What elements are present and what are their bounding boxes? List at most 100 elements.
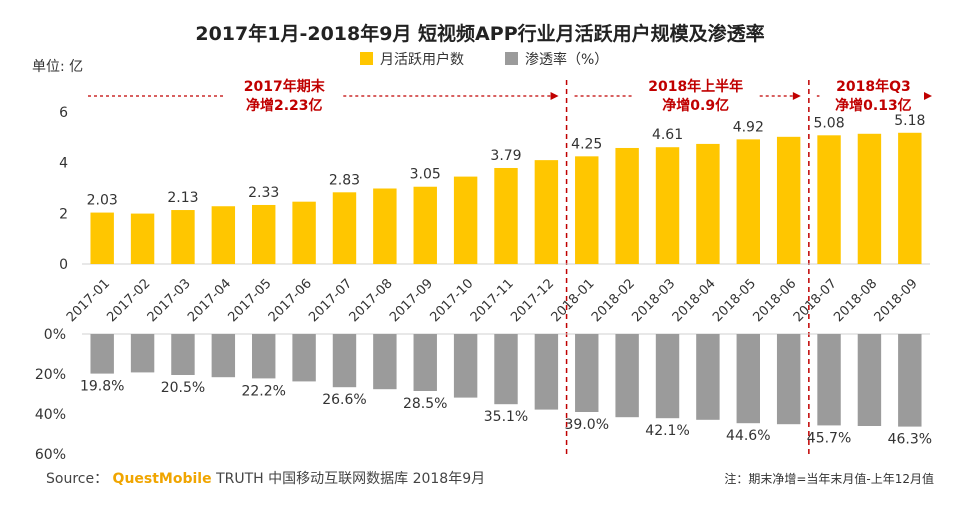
x-tick-label: 2018-07 xyxy=(791,276,840,325)
footnote: 注：期末净增=当年末月值-上年12月值 xyxy=(724,472,934,486)
penetration-bar-panel: 0% 20% 40% 60% 19.8% 20.5% 22.2% 26.6% 28.5% 35.1… xyxy=(35,327,932,463)
penetration-data-label: 39.0% xyxy=(565,417,609,433)
legend: 月活跃用户数 渗透率（%） xyxy=(360,51,608,68)
x-tick-label: 2017-09 xyxy=(387,276,436,325)
x-tick-label: 2017-01 xyxy=(64,276,113,325)
annotation-line1: 2018年上半年 xyxy=(648,78,743,95)
penetration-bar xyxy=(898,334,922,427)
x-tick-label: 2017-04 xyxy=(185,276,234,325)
penetration-data-label: 45.7% xyxy=(807,430,851,446)
x-tick-label: 2018-04 xyxy=(670,276,719,325)
arrow-head-icon xyxy=(792,92,801,100)
legend-label-penetration: 渗透率（%） xyxy=(525,51,608,68)
mau-bar xyxy=(817,135,841,264)
annotation-box xyxy=(229,74,340,114)
mau-bar xyxy=(534,160,559,264)
mau-data-label: 4.25 xyxy=(571,136,602,152)
penetration-bar xyxy=(655,334,680,419)
penetration-data-label: 44.6% xyxy=(726,428,770,444)
legend-label-mau: 月活跃用户数 xyxy=(380,51,464,68)
x-tick-label: 2017-07 xyxy=(306,276,355,325)
mau-data-label: 3.79 xyxy=(490,148,521,164)
source-brand: QuestMobile xyxy=(112,471,212,487)
mau-bar xyxy=(776,136,801,264)
annotation-line1: 2017年期末 xyxy=(244,78,326,95)
penetration-bar xyxy=(90,334,114,374)
y-tick-label: 60% xyxy=(35,447,66,463)
x-tick-label: 2017-05 xyxy=(226,276,275,325)
source-prefix: Source： xyxy=(46,471,109,487)
penetration-bar xyxy=(494,334,518,405)
penetration-data-label: 46.3% xyxy=(888,432,932,448)
mau-bar xyxy=(655,147,680,264)
mau-data-label: 2.03 xyxy=(87,193,118,209)
penetration-bar xyxy=(696,334,720,420)
annotation-line1: 2018年Q3 xyxy=(836,78,911,95)
mau-bar xyxy=(171,210,195,264)
penetration-data-label: 35.1% xyxy=(484,409,528,425)
mau-bar xyxy=(332,192,357,264)
penetration-bar xyxy=(292,334,316,382)
penetration-data-label: 42.1% xyxy=(645,423,689,439)
y-tick-label: 6 xyxy=(59,105,68,121)
x-tick-label: 2018-03 xyxy=(629,276,678,325)
mau-data-label: 5.18 xyxy=(894,113,925,129)
unit-label: 单位: 亿 xyxy=(32,59,83,75)
y-tick-label: 40% xyxy=(35,407,66,423)
penetration-bar xyxy=(857,334,882,426)
mau-bar xyxy=(736,139,760,264)
mau-bar xyxy=(211,206,236,264)
penetration-bar xyxy=(575,334,599,412)
mau-bar xyxy=(575,156,599,264)
penetration-bar xyxy=(373,334,397,390)
y-tick-label: 20% xyxy=(35,367,66,383)
annotation-box xyxy=(635,74,756,114)
mau-bar xyxy=(292,201,316,264)
mau-bar xyxy=(696,143,720,264)
y-tick-label: 0 xyxy=(59,257,68,273)
x-tick-label: 2018-08 xyxy=(831,276,880,325)
annotation-box xyxy=(823,74,924,114)
penetration-data-label: 26.6% xyxy=(322,392,366,408)
penetration-bar xyxy=(453,334,478,398)
mau-bar xyxy=(130,213,155,264)
mau-data-label: 2.33 xyxy=(248,185,279,201)
x-tick-label: 2018-09 xyxy=(872,276,921,325)
x-tick-label: 2018-05 xyxy=(710,276,759,325)
penetration-bar xyxy=(776,334,801,425)
x-tick-label: 2017-08 xyxy=(347,276,396,325)
x-tick-label: 2018-02 xyxy=(589,276,638,325)
penetration-data-label: 22.2% xyxy=(241,383,285,399)
penetration-data-label: 19.8% xyxy=(80,379,124,395)
penetration-bar xyxy=(211,334,236,378)
annotation-line2: 净增2.23亿 xyxy=(246,97,323,114)
mau-bar xyxy=(857,133,882,264)
mau-bar xyxy=(413,186,437,264)
legend-swatch-penetration xyxy=(505,52,518,65)
mau-bar xyxy=(90,212,114,264)
mau-data-label: 5.08 xyxy=(813,115,844,131)
mau-bar-panel: 0 2 4 6 2.03 2.13 2.33 2.83 3.05 3.79 4.25 4.61 4.92… xyxy=(59,105,930,325)
y-tick-label: 4 xyxy=(59,156,68,172)
penetration-bar xyxy=(534,334,559,410)
chart-title: 2017年1月-2018年9月 短视频APP行业月活跃用户规模及渗透率 xyxy=(195,22,764,45)
x-tick-label: 2017-03 xyxy=(145,276,194,325)
mau-data-label: 4.61 xyxy=(652,127,683,143)
source-rest: TRUTH 中国移动互联网数据库 2018年9月 xyxy=(216,471,486,487)
x-tick-label: 2018-06 xyxy=(750,276,799,325)
mau-bar xyxy=(373,188,397,264)
mau-bar xyxy=(453,176,478,264)
penetration-bar xyxy=(413,334,437,391)
penetration-bar xyxy=(817,334,841,426)
penetration-bar xyxy=(736,334,760,424)
mau-data-label: 2.13 xyxy=(167,190,198,206)
mau-bar xyxy=(252,204,276,264)
penetration-bar xyxy=(130,334,155,373)
annotation-line2: 净增0.9亿 xyxy=(662,97,729,114)
mau-data-label: 4.92 xyxy=(733,119,764,135)
x-tick-label: 2017-02 xyxy=(104,276,153,325)
mau-bar xyxy=(615,147,639,264)
